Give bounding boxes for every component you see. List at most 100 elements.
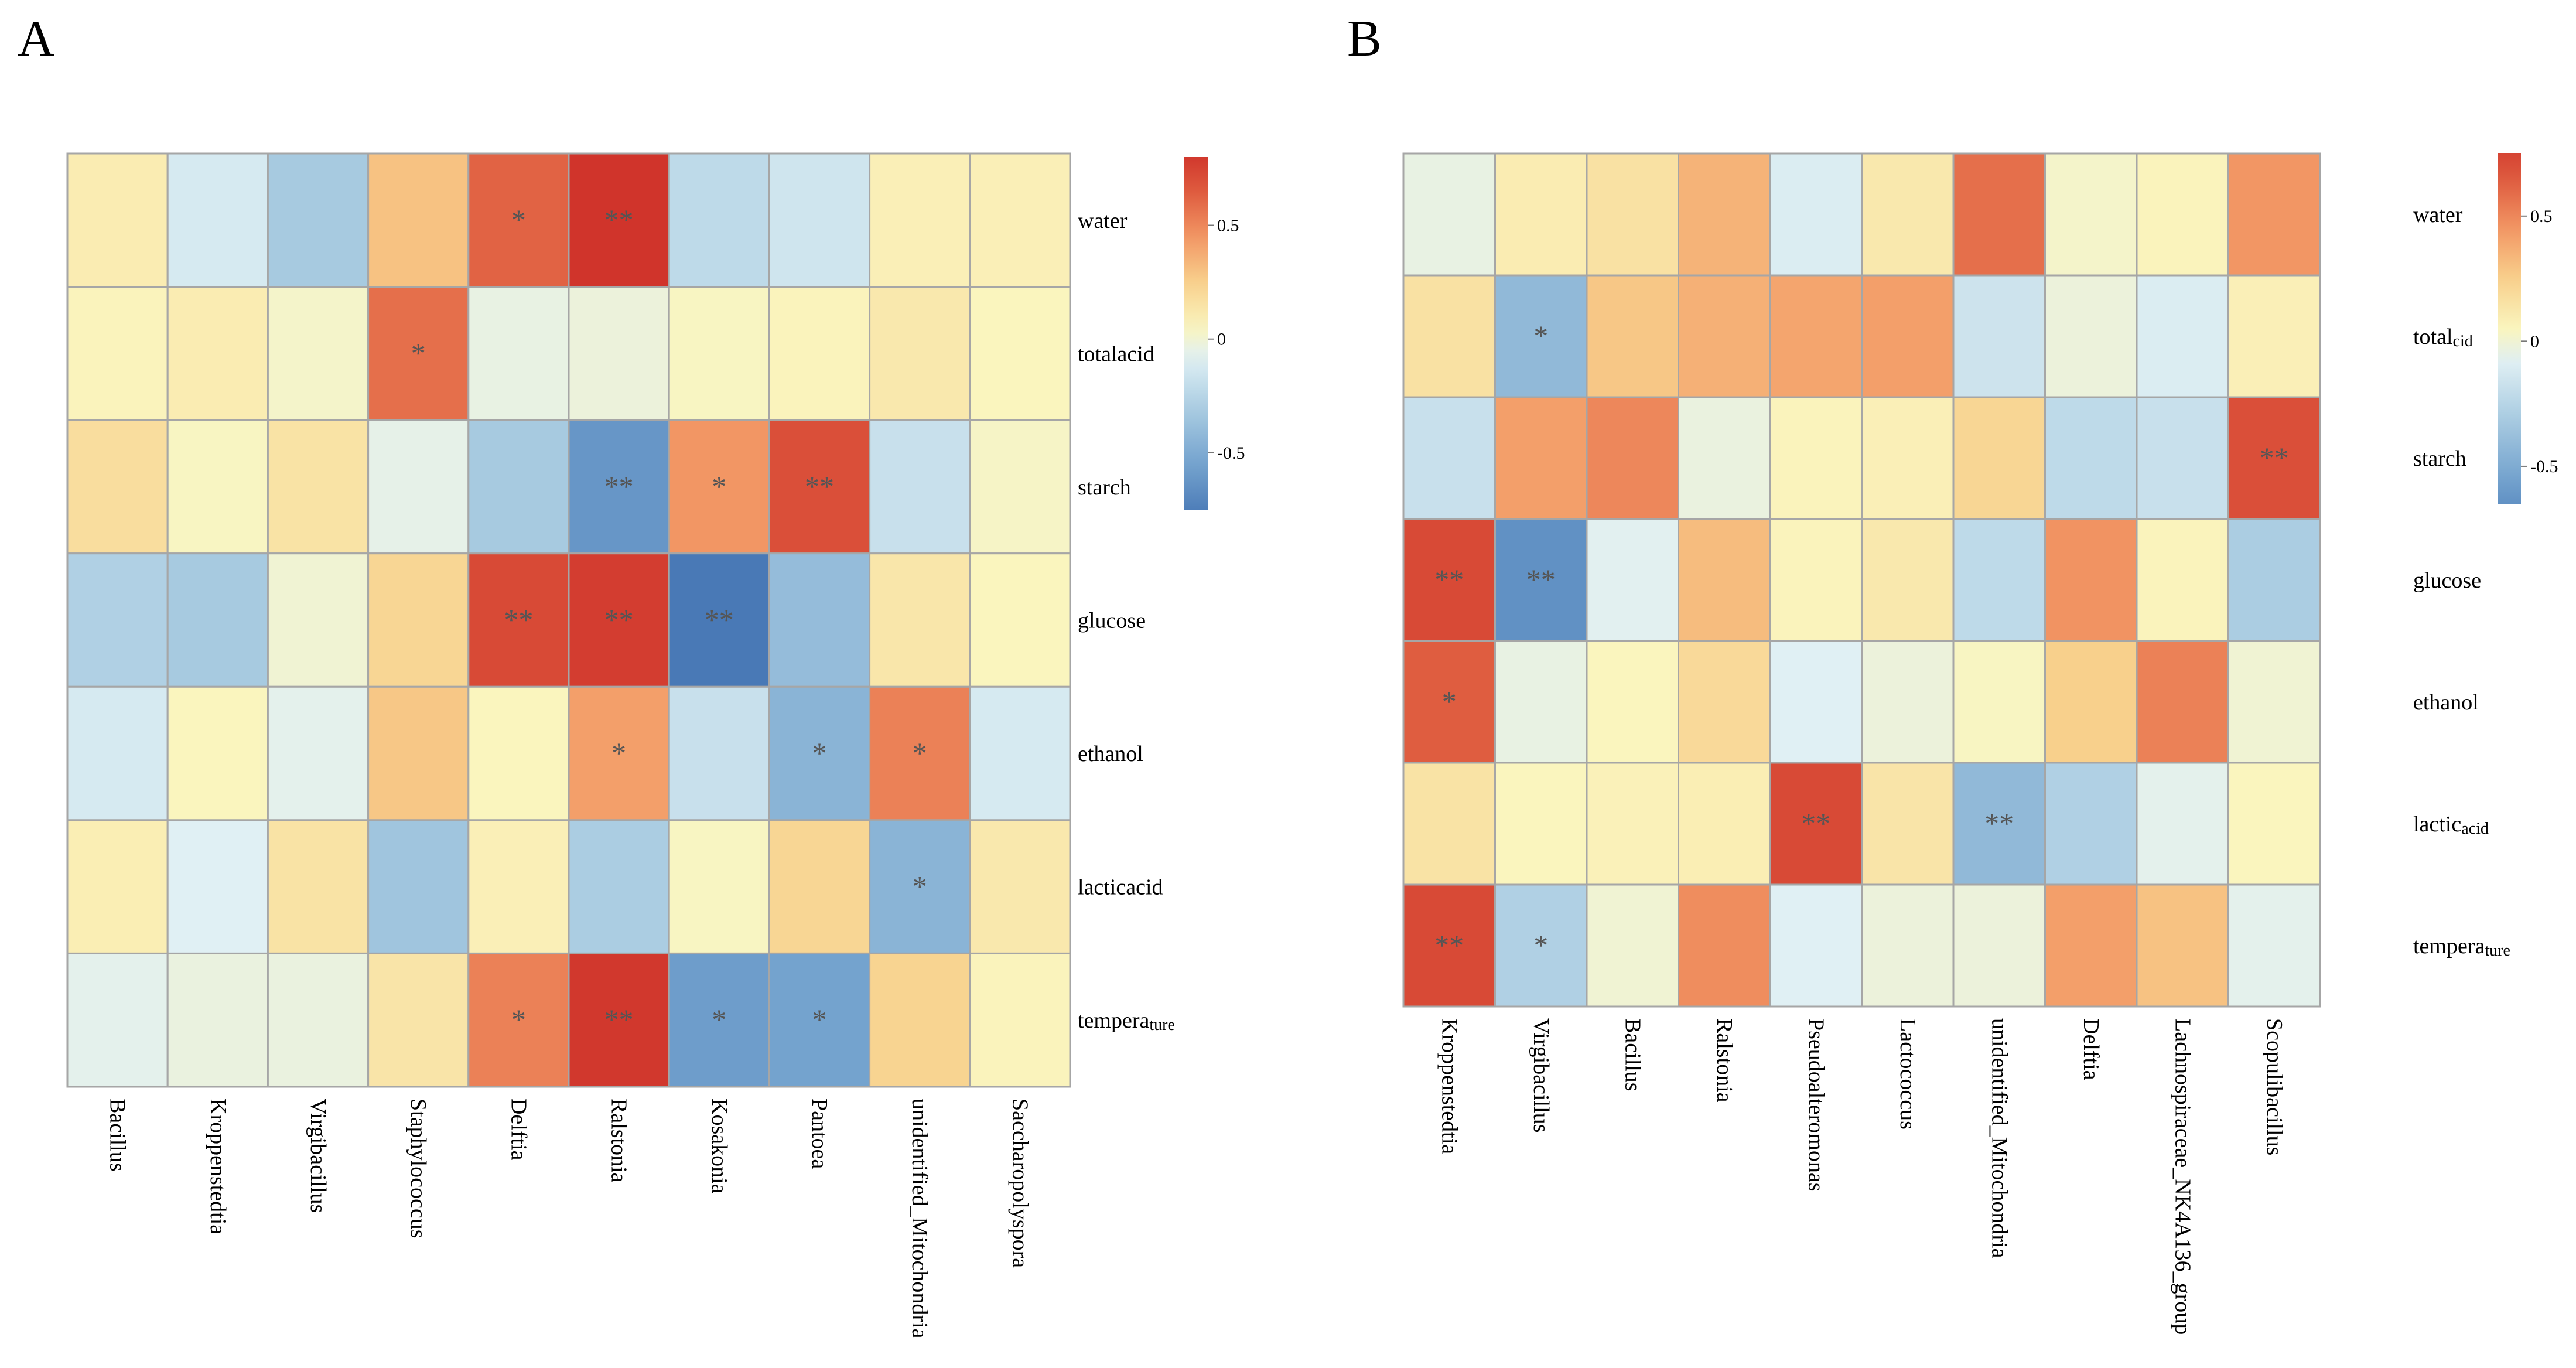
panel-letter: A bbox=[18, 11, 55, 67]
heatmap-cell bbox=[166, 819, 269, 954]
heatmap-cell bbox=[1402, 274, 1496, 398]
column-label: Virgibacillus bbox=[306, 1099, 330, 1213]
heatmap-cell bbox=[2136, 274, 2229, 398]
heatmap-cell bbox=[1861, 762, 1955, 886]
significance-mark: ** bbox=[604, 1003, 634, 1036]
heatmap-cell bbox=[1402, 152, 1496, 277]
heatmap-cell bbox=[2044, 274, 2138, 398]
heatmap-cell bbox=[568, 685, 670, 821]
heatmap-cell bbox=[2227, 518, 2321, 642]
heatmap-cell bbox=[668, 286, 770, 421]
row-label: ethanol bbox=[1078, 742, 1143, 766]
column-label: Lactococcus bbox=[1895, 1018, 1920, 1130]
heatmap-cell bbox=[166, 286, 269, 421]
legend-colorbar bbox=[1184, 157, 1208, 510]
heatmap-cell bbox=[1494, 152, 1588, 277]
heatmap-cell bbox=[969, 419, 1071, 555]
heatmap-cell bbox=[768, 286, 871, 421]
heatmap-cell bbox=[367, 685, 470, 821]
significance-mark: * bbox=[611, 736, 626, 769]
row-label: glucose bbox=[2413, 568, 2481, 593]
significance-mark: * bbox=[812, 736, 827, 769]
heatmap-cell bbox=[1402, 518, 1496, 642]
significance-mark: * bbox=[411, 336, 426, 369]
heatmap-cell bbox=[2136, 640, 2229, 764]
heatmap-cell bbox=[467, 819, 570, 954]
column-label: Ralstonia bbox=[607, 1099, 631, 1183]
heatmap-cell bbox=[1494, 762, 1588, 886]
heatmap-cell bbox=[2227, 762, 2321, 886]
significance-mark: ** bbox=[604, 603, 634, 636]
heatmap-cell bbox=[66, 152, 169, 288]
column-label: Pseudoalteromonas bbox=[1803, 1018, 1828, 1192]
heatmap-cell bbox=[1494, 274, 1588, 398]
heatmap-cell bbox=[66, 552, 169, 688]
significance-mark: * bbox=[1533, 319, 1548, 352]
significance-mark: * bbox=[511, 1003, 526, 1036]
column-label: Kroppenstedtia bbox=[1437, 1018, 1461, 1154]
heatmap-cell bbox=[166, 552, 269, 688]
heatmap-cell bbox=[467, 152, 570, 288]
heatmap-cell bbox=[1402, 396, 1496, 520]
heatmap-cell bbox=[768, 819, 871, 954]
column-label: Kosakonia bbox=[707, 1099, 732, 1194]
significance-mark: * bbox=[913, 736, 927, 769]
heatmap-cell bbox=[1769, 883, 1863, 1008]
heatmap-cell bbox=[2044, 152, 2138, 277]
heatmap-cell bbox=[1678, 396, 1771, 520]
column-label: Scopulibacillus bbox=[2262, 1018, 2287, 1155]
heatmap-cell bbox=[969, 685, 1071, 821]
heatmap-cell bbox=[166, 952, 269, 1088]
heatmap-cell bbox=[1678, 518, 1771, 642]
significance-mark: ** bbox=[604, 203, 634, 236]
heatmap-cell bbox=[668, 152, 770, 288]
legend-tick-label: 0 bbox=[2530, 332, 2539, 351]
column-label: Kroppenstedtia bbox=[206, 1099, 230, 1234]
heatmap-cell bbox=[367, 552, 470, 688]
heatmap-cell bbox=[1586, 762, 1679, 886]
column-label: Lachnospiraceae_NK4A136_group bbox=[2170, 1018, 2195, 1335]
heatmap-cell bbox=[2044, 762, 2138, 886]
column-label: Bacillus bbox=[1620, 1018, 1645, 1091]
heatmap-cell bbox=[869, 419, 971, 555]
heatmap-cell bbox=[2136, 883, 2229, 1008]
column-label: Delftia bbox=[506, 1099, 531, 1161]
column-label: Saccharopolyspora bbox=[1007, 1099, 1032, 1268]
heatmap-cell bbox=[1586, 152, 1679, 277]
heatmap-cell bbox=[1586, 274, 1679, 398]
heatmap-cell bbox=[267, 152, 370, 288]
heatmap-cell bbox=[1678, 762, 1771, 886]
heatmap-cell bbox=[367, 152, 470, 288]
panel-letter: B bbox=[1347, 11, 1382, 67]
heatmap-cell bbox=[1586, 883, 1679, 1008]
heatmap-cell bbox=[367, 419, 470, 555]
heatmap-cell bbox=[1402, 883, 1496, 1008]
heatmap-cell bbox=[1861, 883, 1955, 1008]
row-label: ethanol bbox=[2413, 690, 2479, 715]
heatmap-cell bbox=[66, 419, 169, 555]
heatmap-cell bbox=[1769, 762, 1863, 886]
row-label: totalcid bbox=[2413, 325, 2473, 350]
heatmap-cell bbox=[267, 952, 370, 1088]
significance-mark: * bbox=[511, 203, 526, 236]
heatmap-cell bbox=[2227, 640, 2321, 764]
panel-a-heatmap: A* ***** * **** ** *** * *** ** * *watertotalacids… bbox=[18, 11, 1245, 1339]
heatmap-cell bbox=[568, 552, 670, 688]
heatmap-cell bbox=[1952, 762, 2046, 886]
heatmap-cell bbox=[1402, 640, 1496, 764]
heatmap-cell bbox=[467, 419, 570, 555]
heatmap-cell bbox=[66, 952, 169, 1088]
heatmap-cell bbox=[467, 685, 570, 821]
row-label: glucose bbox=[1078, 609, 1146, 633]
heatmap-cell bbox=[2227, 883, 2321, 1008]
significance-mark: ** bbox=[604, 470, 634, 503]
heatmap-cell bbox=[1769, 274, 1863, 398]
heatmap-cell bbox=[869, 685, 971, 821]
legend-tick-label: -0.5 bbox=[1217, 444, 1245, 463]
significance-mark: ** bbox=[1434, 929, 1464, 961]
heatmap-cell bbox=[2227, 274, 2321, 398]
heatmap-cell bbox=[1861, 640, 1955, 764]
heatmap-cell bbox=[668, 952, 770, 1088]
heatmap-cell bbox=[869, 286, 971, 421]
heatmap-cell bbox=[1769, 518, 1863, 642]
